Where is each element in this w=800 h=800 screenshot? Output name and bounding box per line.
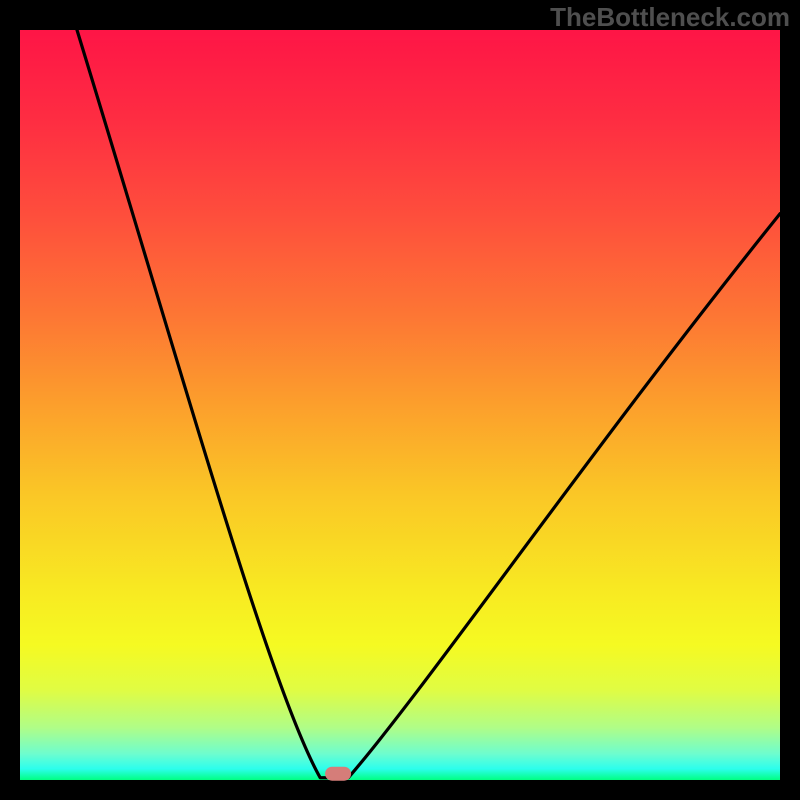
curve-layer	[20, 30, 780, 780]
chart-stage: { "source_watermark": { "text": "TheBott…	[0, 0, 800, 800]
plot-area	[20, 30, 780, 780]
bottleneck-curve	[77, 30, 780, 778]
optimum-marker	[325, 766, 351, 781]
watermark-source: TheBottleneck.com	[550, 2, 790, 33]
